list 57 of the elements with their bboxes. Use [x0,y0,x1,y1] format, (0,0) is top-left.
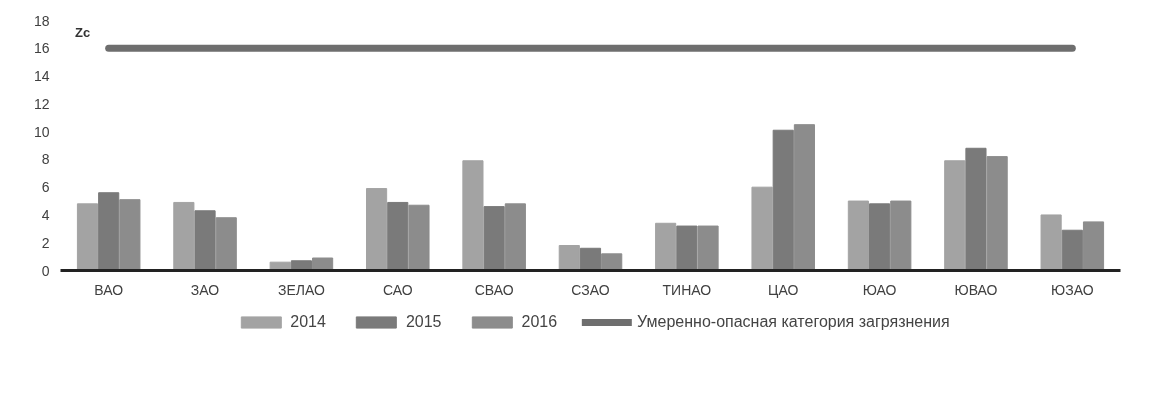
bar [194,210,216,271]
bar [387,201,409,271]
x-tick-label: ЗАО [190,281,220,298]
bar [558,245,580,271]
bar [869,203,891,271]
bar [1040,214,1062,271]
bar [965,147,987,271]
bar [408,204,430,271]
bar [847,200,869,271]
bar [772,129,794,271]
y-tick-label: 10 [33,123,50,140]
legend-label: 2014 [290,313,326,331]
y-tick-label: 14 [33,68,50,85]
bar [890,200,912,271]
bar [312,257,334,271]
x-tick-label: СЗАО [571,281,610,298]
bar [1082,221,1105,271]
y-axis-title: Zc [74,25,91,40]
legend-label: Умеренно-опасная категория загрязнения [637,313,950,331]
bar [98,192,120,271]
y-tick-label: 12 [33,95,50,112]
bar [601,253,623,271]
x-tick-label: ЮАО [862,281,897,298]
x-tick-label: ТИНАО [662,281,712,298]
y-tick-label: 0 [41,262,50,279]
bar [751,186,773,271]
bar [173,201,195,271]
legend-label: 2016 [521,313,558,331]
bar [76,203,99,271]
y-tick-label: 16 [33,40,50,57]
bar [944,160,966,271]
bar [655,222,677,271]
x-tick-label: САО [382,281,413,298]
bar [504,203,526,271]
x-tick-label: ЮЗАО [1051,281,1094,298]
x-tick-label: ЮВАО [954,281,998,298]
bar [1061,229,1083,271]
bar [483,206,505,271]
y-tick-label: 18 [33,12,50,29]
bar [697,225,719,271]
bar [366,188,388,271]
x-tick-label: ВАО [94,281,124,298]
y-tick-label: 2 [41,234,50,251]
x-tick-label: ЗЕЛАО [277,281,325,298]
bar [215,217,237,271]
y-tick-label: 4 [41,206,50,223]
y-tick-label: 8 [41,151,50,168]
x-tick-label: СВАО [474,281,514,298]
x-tick-label: ЦАО [768,281,799,298]
bar [119,199,141,271]
bar [676,225,698,271]
y-tick-label: 6 [41,179,50,196]
bar [986,156,1008,271]
bar [793,124,815,271]
bar [579,247,602,271]
legend-label: 2015 [405,313,442,331]
bar [462,160,484,271]
